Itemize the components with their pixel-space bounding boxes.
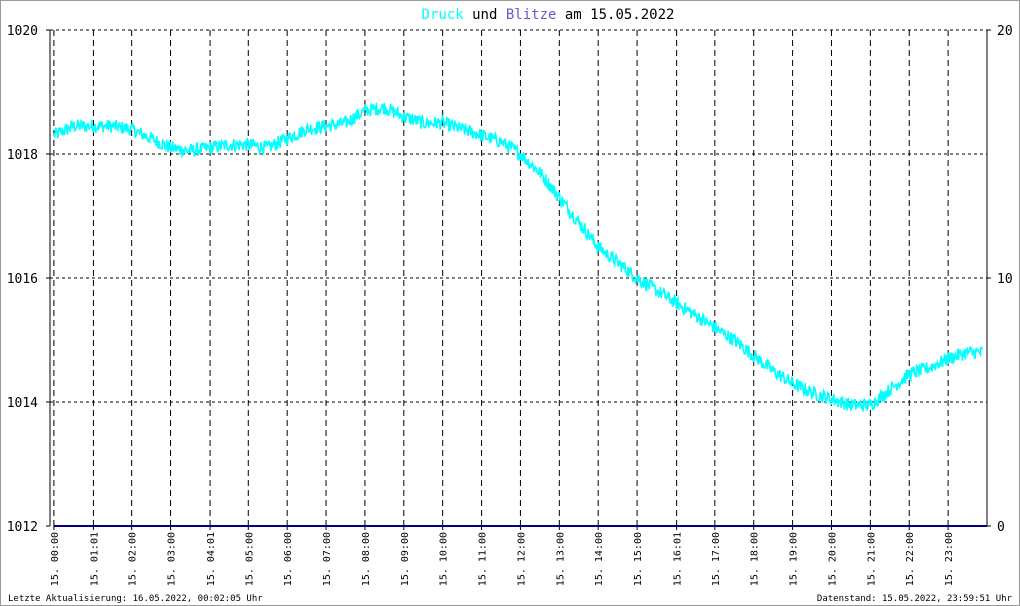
left-axis-ticks: 1012 1014 1016 1018 1020 <box>7 24 50 535</box>
left-tick-label: 1020 <box>7 24 38 39</box>
x-tick-label: 15. 02:00 <box>128 532 139 586</box>
x-tick-label: 15. 16:01 <box>673 532 684 586</box>
title-date: am 15.05.2022 <box>556 7 674 23</box>
title-druck: Druck <box>422 7 465 23</box>
x-tick-label: 15. 21:00 <box>866 532 877 586</box>
title-und: und <box>464 7 506 23</box>
x-axis-ticks: 15. 00:00 15. 01:01 15. 02:00 15. 03:00 15. … <box>50 526 955 586</box>
x-tick-label: 15. 14:00 <box>594 532 605 586</box>
title-blitze: Blitze <box>506 7 557 23</box>
right-tick-label: 10 <box>997 272 1013 287</box>
left-tick-label: 1014 <box>7 396 38 411</box>
chart-title: Druck und Blitze am 15.05.2022 <box>422 7 675 23</box>
left-tick-label: 1016 <box>7 272 38 287</box>
x-tick-label: 15. 06:00 <box>283 532 294 586</box>
x-tick-label: 15. 18:00 <box>750 532 761 586</box>
x-tick-label: 15. 17:00 <box>711 532 722 586</box>
x-tick-label: 15. 04:01 <box>206 532 217 586</box>
right-tick-label: 20 <box>997 24 1013 39</box>
left-tick-label: 1012 <box>7 520 38 535</box>
x-tick-label: 15. 12:00 <box>516 532 527 586</box>
right-axis-ticks: 0 10 20 <box>987 24 1013 535</box>
x-tick-label: 15. 03:00 <box>167 532 178 586</box>
x-tick-label: 15. 05:00 <box>244 532 255 586</box>
right-tick-label: 0 <box>997 520 1005 535</box>
x-tick-label: 15. 09:00 <box>400 532 411 586</box>
x-tick-label: 15. 19:00 <box>789 532 800 586</box>
x-tick-label: 15. 08:00 <box>361 532 372 586</box>
x-tick-label: 15. 10:00 <box>439 532 450 586</box>
x-tick-label: 15. 23:00 <box>944 532 955 586</box>
last-update-text: Letzte Aktualisierung: 16.05.2022, 00:02… <box>8 594 263 604</box>
x-tick-label: 15. 22:00 <box>905 532 916 586</box>
left-tick-label: 1018 <box>7 148 38 163</box>
data-status-text: Datenstand: 15.05.2022, 23:59:51 Uhr <box>817 594 1013 604</box>
x-tick-label: 15. 13:00 <box>555 532 566 586</box>
x-tick-label: 15. 00:00 <box>50 532 61 586</box>
x-tick-label: 15. 15:00 <box>633 532 644 586</box>
x-tick-label: 15. 01:01 <box>89 532 100 586</box>
series <box>53 102 987 527</box>
x-tick-label: 15. 07:00 <box>322 532 333 586</box>
x-tick-label: 15. 11:00 <box>478 532 489 586</box>
pressure-series-line <box>53 102 984 412</box>
x-tick-label: 15. 20:00 <box>827 532 838 586</box>
